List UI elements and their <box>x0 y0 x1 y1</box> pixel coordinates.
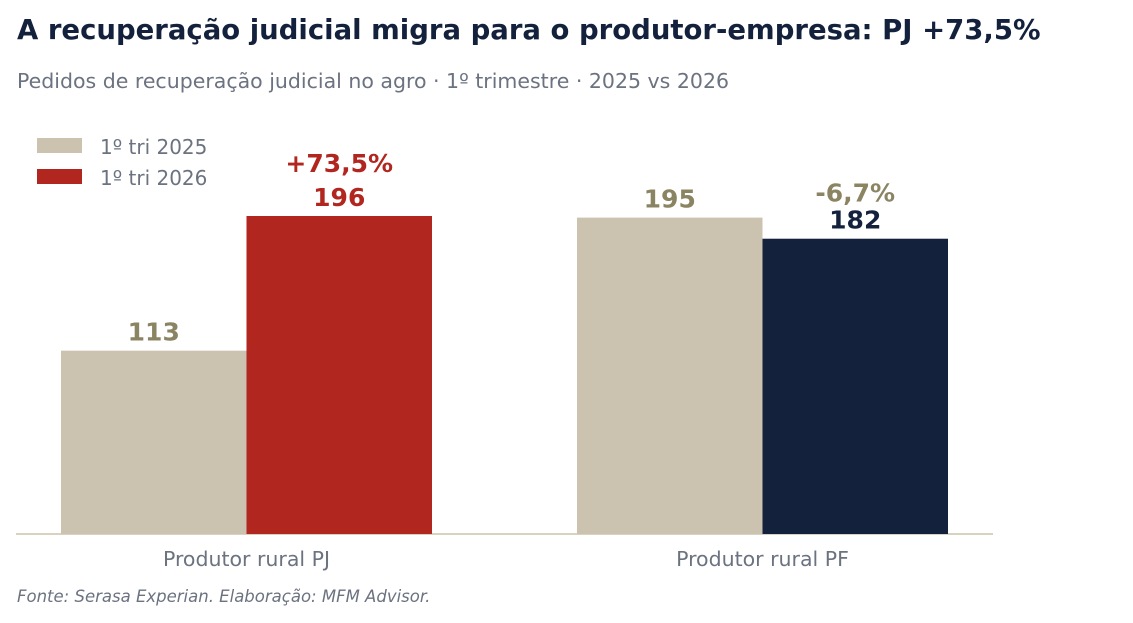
legend-label: 1º tri 2025 <box>100 135 207 159</box>
bar-2026-pj <box>246 216 432 534</box>
chart-title: A recuperação judicial migra para o prod… <box>17 14 1041 46</box>
x-tick-label: Produtor rural PF <box>676 547 849 571</box>
legend-label: 1º tri 2026 <box>100 166 207 190</box>
legend-swatch <box>37 138 82 153</box>
value-label: 113 <box>128 318 180 347</box>
change-annotation: -6,7% <box>815 179 895 208</box>
value-label: 196 <box>313 183 365 212</box>
bar-2025-pj <box>61 350 247 534</box>
bar-2025-pf <box>577 217 763 535</box>
source-note: Fonte: Serasa Experian. Elaboração: MFM … <box>17 587 431 606</box>
chart-subtitle: Pedidos de recuperação judicial no agro … <box>17 69 730 93</box>
change-annotation: +73,5% <box>285 149 393 178</box>
value-label: 182 <box>829 206 881 235</box>
value-label: 195 <box>644 185 696 214</box>
legend-swatch <box>37 169 82 184</box>
bar-2026-pf <box>762 238 948 534</box>
x-tick-label: Produtor rural PJ <box>163 547 330 571</box>
